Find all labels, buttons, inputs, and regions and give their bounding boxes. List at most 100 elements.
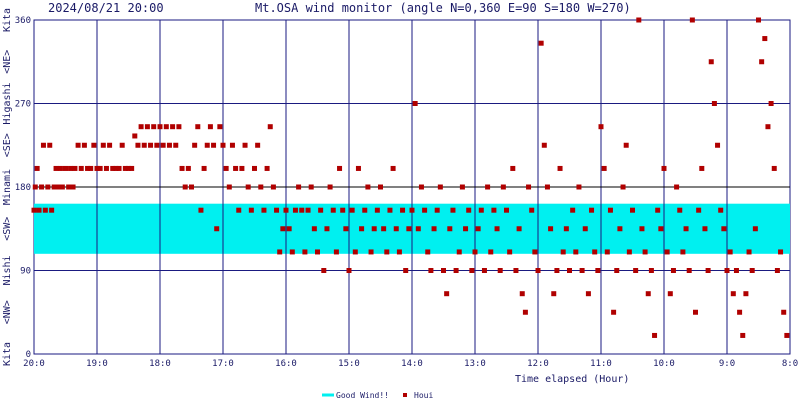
houi-point [126, 165, 131, 171]
houi-point [34, 165, 40, 171]
houi-point [220, 142, 226, 148]
houi-point [765, 124, 771, 130]
houi-point [51, 184, 57, 190]
x-tick-label: 13:0 [464, 359, 486, 369]
houi-point [570, 207, 576, 213]
x-axis-label: Time elapsed (Hour) [515, 374, 629, 385]
houi-point [346, 268, 352, 273]
houi-point [355, 165, 361, 171]
houi-point [589, 207, 595, 213]
houi-point [541, 142, 547, 148]
houi-point [333, 249, 339, 255]
y-tick-label: 90 [20, 267, 31, 277]
houi-point [163, 124, 169, 130]
houi-point [292, 207, 298, 213]
houi-point [176, 124, 182, 130]
houi-point [425, 249, 431, 255]
x-tick-label: 18:0 [149, 359, 171, 369]
houi-point [280, 226, 286, 232]
x-tick-label: 11:0 [590, 359, 612, 369]
houi-point [393, 226, 399, 232]
houi-point [642, 249, 648, 255]
houi-point [450, 207, 456, 213]
houi-point [721, 226, 727, 232]
timestamp: 2024/08/21 20:00 [48, 1, 164, 15]
houi-point [198, 207, 204, 213]
houi-point [384, 249, 390, 255]
houi-point [233, 165, 239, 171]
houi-point [327, 184, 333, 190]
houi-point [255, 142, 261, 148]
houi-point [207, 124, 213, 130]
houi-point [68, 165, 74, 171]
houi-point [478, 207, 484, 213]
houi-point [223, 165, 229, 171]
y-tick-label: 180 [15, 183, 31, 193]
houi-point [444, 291, 450, 297]
houi-point [283, 207, 289, 213]
houi-point [567, 268, 572, 273]
x-tick-label: 14:0 [401, 359, 423, 369]
houi-point [727, 249, 733, 255]
houi-point [400, 207, 406, 213]
houi-point [557, 165, 563, 171]
houi-point [696, 207, 702, 213]
houi-point [154, 142, 160, 148]
houi-point [705, 268, 711, 273]
direction-label: <SE> [2, 133, 13, 157]
houi-point [75, 142, 81, 148]
houi-point [409, 207, 415, 213]
y-axis-ticks: 0 90 180 270 360 [15, 16, 31, 360]
houi-point [337, 165, 343, 171]
houi-point [504, 207, 509, 213]
houi-point [47, 142, 53, 148]
houi-point [343, 226, 349, 232]
direction-label: <SW> [2, 217, 13, 241]
houi-point [330, 207, 336, 213]
houi-point [113, 165, 119, 171]
houi-point [620, 184, 626, 190]
houi-point [667, 291, 673, 297]
houi-point [100, 142, 106, 148]
houi-point [551, 291, 557, 297]
houi-point [595, 268, 601, 273]
houi-point [308, 184, 314, 190]
y-tick-label: 270 [15, 100, 31, 110]
chart-title: Mt.OSA wind monitor (angle N=0,360 E=90 … [255, 1, 631, 15]
houi-point [201, 165, 207, 171]
direction-labels: Kita <NE> Higashi <SE> Minami <SW> Nishi <NW> Ki… [2, 8, 13, 366]
houi-point [324, 226, 330, 232]
houi-point [623, 142, 629, 148]
houi-point [315, 249, 320, 255]
houi-point [746, 249, 752, 255]
legend-label-good-wind: Good Wind!! [336, 391, 389, 400]
houi-point [652, 332, 658, 338]
houi-point [749, 268, 755, 273]
houi-point [179, 165, 185, 171]
houi-point [711, 101, 717, 106]
houi-point [538, 40, 544, 46]
houi-point [708, 59, 714, 65]
houi-point [522, 309, 528, 315]
houi-point [494, 226, 500, 232]
houi-point [730, 291, 736, 297]
houi-point [88, 165, 94, 171]
houi-point [264, 165, 270, 171]
houi-point [459, 184, 465, 190]
houi-point [633, 268, 639, 273]
houi-point [630, 207, 635, 213]
houi-point [554, 268, 560, 273]
houi-point [378, 184, 383, 190]
houi-point [576, 184, 582, 190]
houi-point [680, 249, 686, 255]
houi-point [248, 207, 254, 213]
houi-point [510, 165, 516, 171]
houi-point [173, 142, 179, 148]
legend: Good Wind!! Houi [322, 391, 433, 400]
y-tick-label: 360 [15, 16, 31, 26]
houi-point [185, 165, 191, 171]
houi-point [302, 249, 308, 255]
houi-point [36, 207, 42, 213]
houi-point [55, 184, 61, 190]
houi-point [592, 249, 598, 255]
